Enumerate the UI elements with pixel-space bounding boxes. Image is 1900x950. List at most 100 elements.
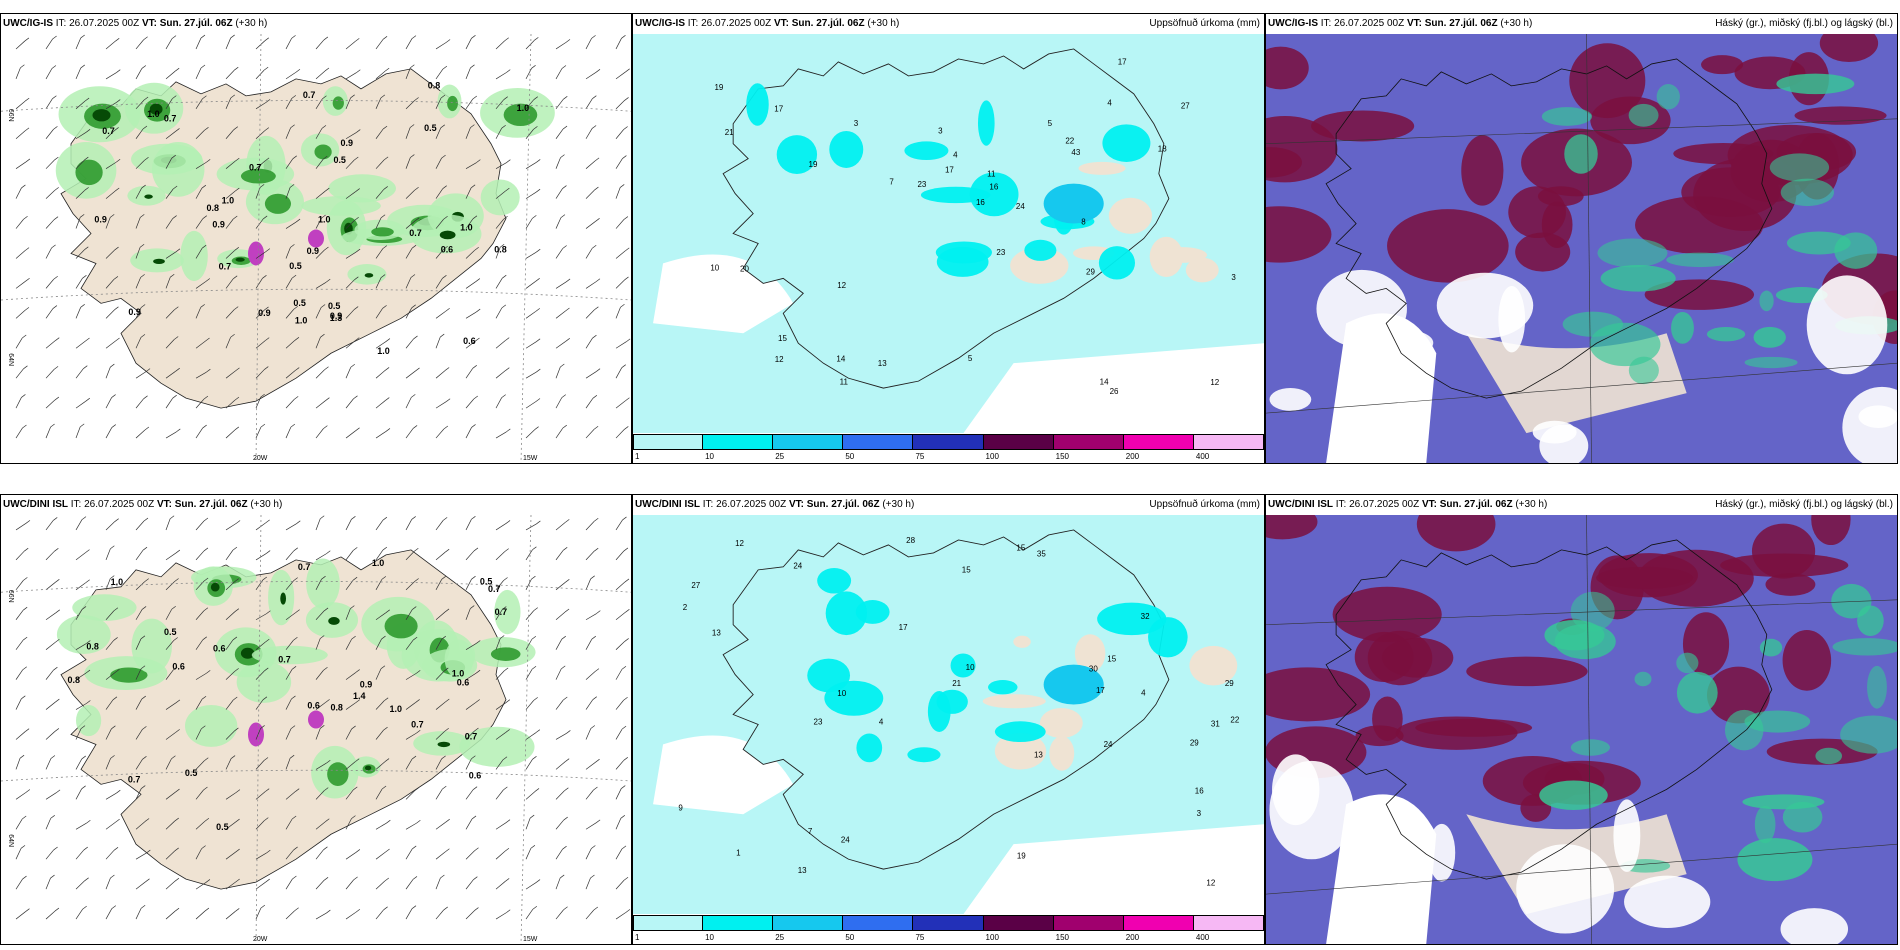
accum-value-label: 27 (1181, 102, 1190, 111)
map-accumulated-precip: 13 17 12 10 7 4 19 13 22 23 13 29 24 27 12 21 32 28 15 31 35… (633, 515, 1264, 914)
valid-time: Sun. 27.júl. 06Z (1439, 499, 1513, 510)
precip-value-label: 1.0 (318, 214, 330, 224)
panel-header: UWC/IG-IS IT: 26.07.2025 00Z VT: Sun. 27… (1266, 14, 1897, 34)
lat-label: 66N (7, 109, 14, 122)
valid-time: Sun. 27.júl. 06Z (1424, 18, 1498, 29)
accum-value-label: 5 (1048, 119, 1053, 128)
model-name: UWC/DINI ISL (635, 499, 700, 510)
lat-label: 66N (7, 590, 14, 603)
colorbar-swatch (703, 915, 774, 931)
accum-value-label: 4 (879, 718, 884, 727)
precip-value-label: 0.6 (307, 700, 319, 710)
accum-value-label: 20 (740, 265, 749, 274)
accum-value-label: 9 (678, 803, 683, 812)
init-time: 26.07.2025 00Z (1334, 18, 1405, 29)
colorbar-swatch (633, 434, 704, 450)
accum-value-label: 10 (837, 689, 846, 698)
field-title: Uppsöfnuð úrkoma (mm) (1149, 18, 1260, 29)
colorbar-swatch (843, 915, 914, 931)
colorbar-tick: 75 (915, 452, 925, 461)
precip-value-label: 1.0 (452, 669, 464, 679)
precip-value-label: 0.5 (216, 822, 228, 832)
accum-value-label: 16 (1195, 787, 1204, 796)
lat-label: 64N (7, 834, 14, 847)
accum-value-label: 12 (1206, 878, 1215, 887)
accum-value-label: 19 (714, 83, 723, 92)
accum-value-label: 4 (1141, 689, 1146, 698)
accum-value-label: 13 (878, 359, 887, 368)
precip-value-label: 0.5 (293, 298, 305, 308)
field-title: Uppsöfnuð úrkoma (mm) (1149, 499, 1260, 510)
accum-value-label: 1 (736, 849, 741, 858)
precip-value-label: 0.6 (213, 643, 225, 653)
model-name: UWC/IG-IS (3, 18, 53, 29)
accum-value-label: 43 (1071, 148, 1080, 157)
accum-value-label: 23 (814, 718, 823, 727)
accum-value-label: 16 (976, 198, 985, 207)
accum-value-label: 31 (1211, 720, 1220, 729)
precip-value-label: 0.7 (409, 228, 421, 238)
colorbar-tick: 50 (845, 452, 855, 461)
precip-colorbar: 1 10 25 50 75 100 150 200 400 (633, 914, 1264, 944)
precip-value-label: 0.5 (424, 123, 436, 133)
colorbar-tick: 150 (1055, 452, 1070, 461)
accum-value-label: 24 (841, 835, 850, 844)
accum-value-label: 8 (1081, 218, 1086, 227)
precip-value-label: 0.7 (465, 731, 477, 741)
accum-value-label: 26 (1110, 387, 1119, 396)
precip-value-label: 0.7 (164, 114, 176, 124)
colorbar-swatch (1123, 434, 1194, 450)
precip-value-label: 0.9 (330, 311, 342, 321)
field-title: Háský (gr.), miðský (fj.bl.) og lágský (… (1715, 499, 1893, 510)
precip-value-label: 0.7 (219, 262, 231, 272)
lon-label: 20W (253, 455, 268, 462)
accum-value-label: 16 (989, 182, 998, 191)
precip-value-label: 0.5 (480, 576, 492, 586)
precip-value-label: 1.0 (460, 222, 472, 232)
lead-time: (+30 h) (1500, 18, 1533, 29)
precip-value-label: 0.7 (303, 90, 315, 100)
colorbar-tick: 1 (635, 452, 640, 461)
lead-time: (+30 h) (235, 18, 268, 29)
colorbar-swatch (983, 434, 1054, 450)
precip-value-label: 0.5 (185, 768, 197, 778)
colorbar-swatch (913, 434, 984, 450)
panel-header: UWC/DINI ISL IT: 26.07.2025 00Z VT: Sun.… (1266, 495, 1897, 515)
accum-value-label: 5 (968, 354, 973, 363)
precip-value-label: 1.0 (222, 195, 234, 205)
colorbar-tick: 25 (775, 933, 785, 942)
map-cloud-cover (1266, 515, 1897, 944)
init-time: 26.07.2025 00Z (701, 18, 772, 29)
panel-header: UWC/IG-IS IT: 26.07.2025 00Z VT: Sun. 27… (3, 18, 268, 29)
accum-value-label: 17 (945, 166, 954, 175)
colorbar-tick: 200 (1125, 933, 1140, 942)
accum-value-label: 27 (691, 581, 700, 590)
init-time: 26.07.2025 00Z (716, 499, 787, 510)
precip-value-label: 0.8 (68, 675, 80, 685)
accum-value-label: 17 (1118, 57, 1127, 66)
init-time: 26.07.2025 00Z (1349, 499, 1420, 510)
accum-value-label: 19 (809, 160, 818, 169)
accum-value-label: 3 (1231, 273, 1236, 282)
model-name: UWC/DINI ISL (3, 499, 68, 510)
accum-value-label: 12 (775, 355, 784, 364)
precip-value-label: 0.6 (469, 771, 481, 781)
precip-value-label: 0.5 (164, 627, 176, 637)
accum-value-label: 2 (683, 603, 688, 612)
accum-value-label: 28 (906, 536, 915, 545)
accum-value-label: 12 (837, 281, 846, 290)
precip-value-label: 1.0 (295, 315, 307, 325)
precip-value-label: 0.7 (411, 719, 423, 729)
accum-value-label: 7 (889, 178, 894, 187)
colorbar-swatch (913, 915, 984, 931)
colorbar-swatch (843, 434, 914, 450)
map-wind-precip: 0.7 0.7 0.7 0.6 0.9 1.0 0.7 1.0 0.6 1.4 0.5 0.5 0.5 0… (1, 515, 631, 944)
accum-value-label: 17 (774, 104, 783, 113)
accum-value-label: 17 (1096, 686, 1105, 695)
precip-value-label: 1.0 (111, 577, 123, 587)
precip-value-label: 0.9 (128, 307, 140, 317)
colorbar-tick: 10 (705, 452, 715, 461)
precip-value-label: 1.0 (372, 558, 384, 568)
colorbar-tick: 50 (845, 933, 855, 942)
precip-value-label: 0.7 (102, 126, 114, 136)
